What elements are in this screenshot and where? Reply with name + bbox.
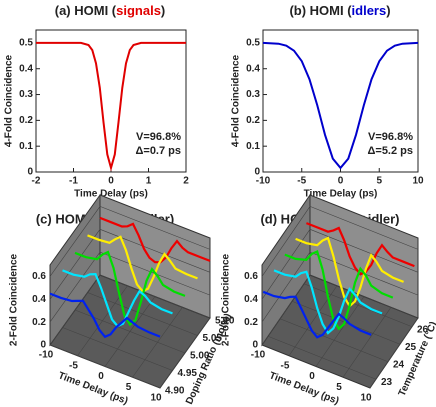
- chart-title: (a) HOMI (signals): [55, 3, 166, 18]
- z-grid-line: [62, 327, 173, 371]
- annotation: Δ=5.2 ps: [367, 145, 413, 157]
- x-tick-label: 5: [336, 382, 342, 393]
- title-part: (a) HOMI (: [55, 3, 117, 18]
- y-tick-label: 0.2: [19, 115, 33, 126]
- x-tick-label: -5: [69, 360, 78, 371]
- title-part: idlers: [352, 3, 387, 18]
- x-tick-label: 0: [338, 176, 344, 187]
- z-grid-line: [291, 300, 401, 345]
- x-tick-label: 10: [360, 393, 372, 404]
- line: [284, 249, 394, 331]
- x-tick-label: 5: [126, 382, 132, 393]
- x-tick-label: 1: [146, 176, 152, 187]
- z-tick-label: 25: [405, 342, 417, 353]
- chart-title: (b) HOMI (idlers): [289, 3, 390, 18]
- z-grid-line: [49, 344, 161, 389]
- y-tick-label: 0: [252, 340, 258, 351]
- z-tick-label: 5.00: [190, 351, 210, 362]
- title-part: ): [386, 3, 390, 18]
- annotation: V=96.8%: [136, 131, 181, 143]
- title-part: ): [161, 3, 165, 18]
- y-tick-label: 0.4: [19, 63, 33, 74]
- x-axis-label: Time Delay (ps): [57, 370, 130, 407]
- z-tick-label: 5.10: [215, 316, 235, 327]
- y-tick-label: 0.4: [32, 294, 46, 305]
- y-tick-label: 0: [40, 340, 46, 351]
- x-tick-label: -10: [256, 176, 271, 187]
- y-grid-line: [49, 228, 211, 300]
- y-tick-label: 0.6: [32, 271, 46, 282]
- y-axis-label: 4-Fold Coincidence: [4, 54, 15, 147]
- line: [49, 292, 161, 339]
- annotation: Δ=0.7 ps: [135, 145, 181, 157]
- y-tick-label: 0.5: [246, 38, 260, 49]
- x-grid-line: [342, 307, 392, 378]
- x-tick-label: 0: [108, 176, 114, 187]
- y-grid-line: [261, 251, 419, 323]
- z-grid-line: [303, 283, 413, 328]
- x-tick-label: 10: [412, 176, 424, 187]
- line: [74, 250, 186, 327]
- y-grid-line: [261, 206, 419, 277]
- title-part: signals: [116, 3, 161, 18]
- y-tick-label: 0.1: [246, 141, 260, 152]
- z-tick-label: 4.95: [178, 368, 198, 379]
- y-grid-line: [49, 206, 211, 277]
- y-grid-line: [261, 274, 419, 346]
- title-part: (b) HOMI (: [289, 3, 352, 18]
- y-tick-label: 0.4: [244, 294, 258, 305]
- line: [273, 269, 383, 335]
- line: [87, 234, 198, 293]
- z-tick-label: 4.90: [165, 386, 185, 397]
- y-tick-label: 0: [254, 167, 260, 178]
- z-tick-label: 26: [417, 324, 429, 335]
- x-tick-label: -2: [32, 176, 41, 187]
- z-tick-label: 23: [381, 377, 393, 388]
- x-tick-label: -10: [39, 350, 54, 361]
- x-tick-label: 0: [309, 371, 315, 382]
- line: [305, 222, 415, 276]
- line: [99, 216, 211, 264]
- line: [262, 41, 419, 170]
- z-grid-line: [267, 335, 377, 380]
- x-axis-label: Time Delay (ps): [74, 189, 148, 200]
- x-axis-label: Time Delay (ps): [268, 370, 341, 407]
- y-grid-line: [261, 228, 419, 300]
- y-tick-label: 0.3: [246, 89, 260, 100]
- y-tick-label: 0.4: [246, 63, 260, 74]
- x-tick-label: -1: [69, 176, 78, 187]
- x-tick-label: 10: [150, 393, 162, 404]
- y-tick-label: 0.2: [246, 115, 260, 126]
- y-tick-label: 0.6: [244, 271, 258, 282]
- z-grid-line: [279, 318, 389, 363]
- y-tick-label: 0.2: [244, 317, 258, 328]
- y-tick-label: 0.5: [19, 38, 33, 49]
- y-tick-label: 0: [27, 167, 33, 178]
- annotation: V=96.8%: [368, 131, 413, 143]
- y-tick-label: 0.2: [32, 317, 46, 328]
- z-tick-label: 5.05: [203, 333, 223, 344]
- y-tick-label: 0.3: [19, 89, 33, 100]
- x-grid-line: [369, 317, 419, 389]
- x-tick-label: 0: [98, 371, 104, 382]
- line: [36, 41, 186, 172]
- x-tick-label: -10: [251, 350, 266, 361]
- y-axis-label: 2-Fold Coincidence: [221, 253, 232, 346]
- x-grid-line: [315, 296, 365, 367]
- z-tick-label: 24: [393, 359, 405, 370]
- x-tick-label: 2: [183, 176, 189, 187]
- y-grid-line: [49, 274, 211, 346]
- y-axis-label: 2-Fold Coincidence: [9, 253, 20, 346]
- x-tick-label: 5: [376, 176, 382, 187]
- y-tick-label: 0.1: [19, 141, 33, 152]
- y-axis-label: 4-Fold Coincidence: [231, 54, 242, 147]
- x-tick-label: -5: [281, 360, 290, 371]
- x-tick-label: -5: [297, 176, 306, 187]
- line: [262, 290, 372, 339]
- x-axis-label: Time Delay (ps): [304, 189, 378, 200]
